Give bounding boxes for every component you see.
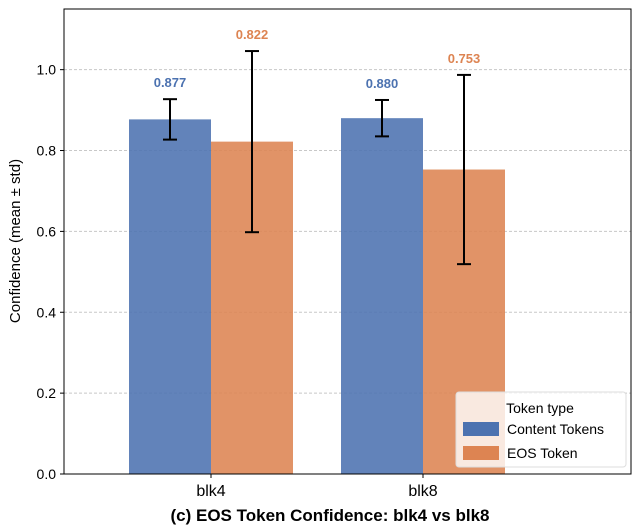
- x-tick-label: blk4: [196, 483, 225, 500]
- data-label: 0.880: [366, 76, 399, 91]
- y-tick-label: 1.0: [37, 62, 57, 78]
- legend-label-eos-token: EOS Token: [507, 445, 578, 461]
- legend-swatch-eos-token: [463, 446, 499, 460]
- chart-title: (c) EOS Token Confidence: blk4 vs blk8: [171, 506, 490, 525]
- y-tick-label: 0.8: [37, 143, 57, 159]
- bars: [129, 118, 505, 474]
- legend: Token type Content Tokens EOS Token: [455, 391, 627, 468]
- data-label: 0.753: [448, 51, 481, 66]
- y-tick-label: 0.0: [37, 466, 57, 482]
- x-axis-ticks: blk4 blk8: [196, 474, 438, 500]
- error-bars: [163, 50, 471, 266]
- bar: [341, 118, 423, 474]
- data-label: 0.822: [236, 27, 269, 42]
- data-labels: 0.877 0.880 0.822 0.753: [154, 27, 481, 91]
- plot-frame: [63, 8, 632, 475]
- y-axis-label: Confidence (mean ± std): [7, 159, 24, 323]
- legend-title: Token type: [506, 400, 574, 416]
- bar: [129, 119, 211, 474]
- data-label: 0.877: [154, 75, 187, 90]
- legend-swatch-content-tokens: [463, 422, 499, 436]
- y-tick-label: 0.4: [37, 304, 57, 320]
- x-tick-label: blk8: [408, 483, 437, 500]
- y-tick-label: 0.2: [37, 385, 57, 401]
- legend-label-content-tokens: Content Tokens: [507, 421, 604, 437]
- y-tick-label: 0.6: [37, 223, 57, 239]
- y-axis-ticks: 0.0 0.2 0.4 0.6 0.8 1.0: [37, 62, 64, 482]
